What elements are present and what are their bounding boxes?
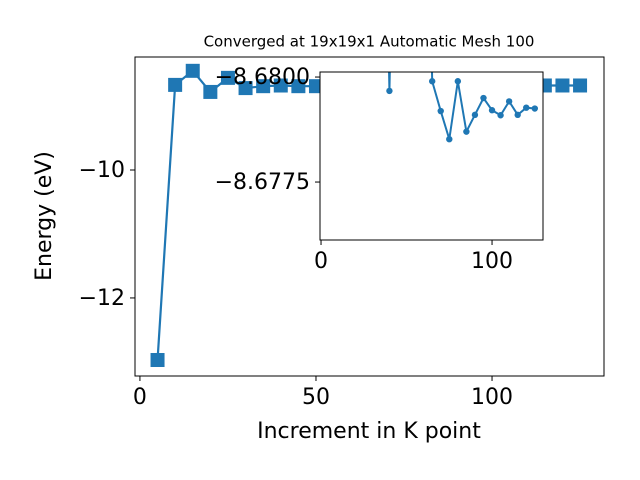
marker — [480, 94, 487, 102]
plot-content — [386, 72, 538, 143]
marker — [454, 78, 462, 85]
axes: 0 100 −8.6800 −8.6775 — [215, 65, 544, 274]
y-tick-label: −8.6800 — [215, 65, 310, 90]
marker — [168, 77, 183, 92]
axes-frame — [134, 56, 605, 377]
x-tick-label: 0 — [314, 249, 328, 274]
marker — [523, 104, 530, 111]
y-tick-label: −8.6775 — [215, 170, 310, 195]
axes-frame — [319, 71, 544, 241]
x-tick-label: 0 — [133, 385, 147, 410]
marker — [505, 98, 513, 105]
x-tick-label: 100 — [471, 385, 513, 410]
x-tick-label: 100 — [471, 249, 513, 274]
marker — [497, 112, 504, 119]
marker — [273, 78, 288, 93]
marker — [238, 81, 253, 96]
y-tick-label: −12 — [79, 286, 125, 311]
marker — [446, 136, 453, 143]
marker — [150, 353, 165, 368]
marker — [531, 105, 538, 112]
marker — [514, 111, 521, 119]
marker — [471, 111, 479, 119]
marker — [386, 87, 393, 95]
marker — [428, 78, 436, 85]
marker — [573, 78, 588, 93]
marker — [291, 79, 306, 94]
marker — [203, 84, 218, 99]
marker — [488, 107, 496, 114]
x-tick-label: 50 — [302, 385, 330, 410]
marker — [308, 79, 323, 94]
marker — [220, 70, 235, 85]
y-tick-label: −10 — [79, 158, 125, 183]
chart-title: Converged at 19x19x1 Automatic Mesh 100 — [204, 33, 535, 51]
marker — [555, 78, 570, 93]
x-axis-label: Increment in K point — [257, 419, 481, 444]
marker — [463, 128, 470, 135]
marker — [256, 79, 271, 94]
plot-area — [320, 72, 543, 240]
marker — [437, 107, 444, 115]
y-axis-label: Energy (eV) — [32, 151, 57, 281]
marker — [185, 63, 200, 78]
